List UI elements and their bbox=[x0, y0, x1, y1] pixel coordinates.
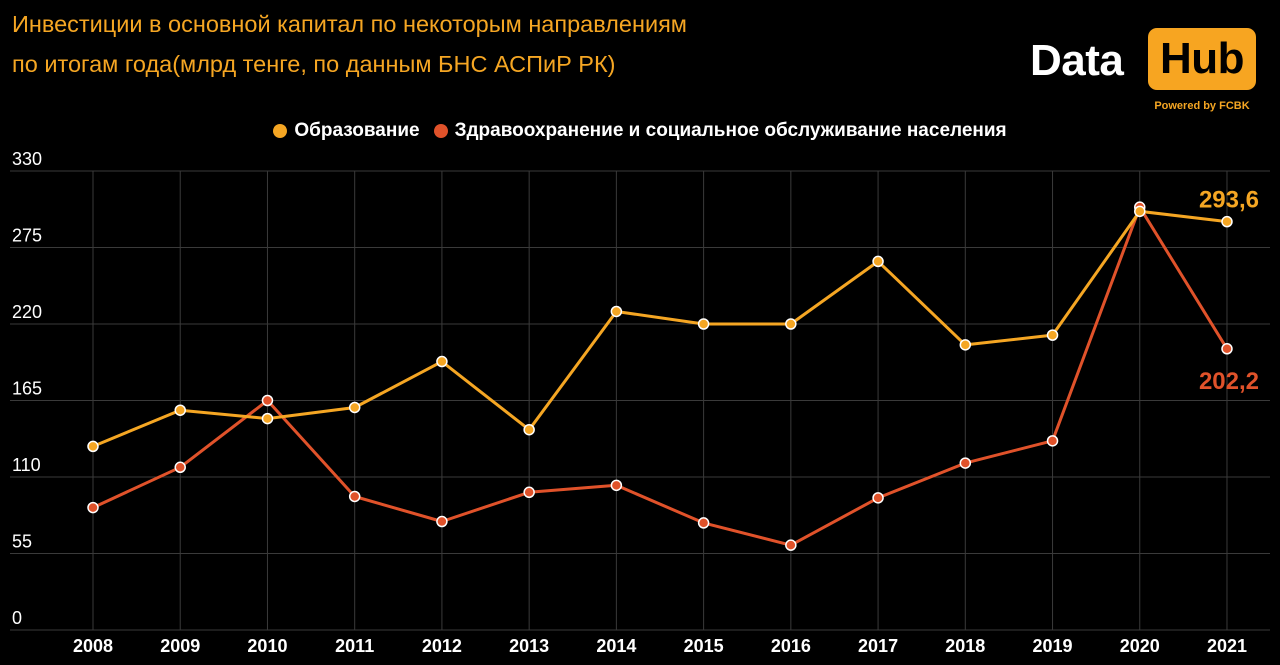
y-tick-label: 55 bbox=[12, 532, 32, 552]
legend-dot-education bbox=[273, 124, 288, 138]
point-health bbox=[87, 501, 99, 514]
legend-item-education: Образование bbox=[273, 120, 420, 142]
point-health bbox=[261, 394, 274, 407]
point-health bbox=[610, 479, 623, 492]
x-tick-label: 2020 bbox=[1120, 636, 1160, 656]
point-education bbox=[174, 404, 186, 416]
legend-label-health: Здравоохранение и социальное обслуживани… bbox=[454, 120, 1007, 141]
chart-title-line2: по итогам года(млрд тенге, по данным БНС… bbox=[12, 51, 616, 77]
x-tick-label: 2012 bbox=[422, 636, 462, 656]
point-education bbox=[1221, 215, 1233, 228]
point-health bbox=[697, 517, 710, 529]
series-line-health bbox=[92, 205, 1229, 547]
point-education bbox=[610, 305, 623, 318]
x-tick-label: 2010 bbox=[247, 636, 287, 656]
point-health bbox=[959, 457, 972, 469]
point-education bbox=[1134, 205, 1146, 218]
x-tick-label: 2017 bbox=[858, 636, 898, 656]
point-education bbox=[348, 401, 361, 414]
x-tick-label: 2019 bbox=[1033, 636, 1073, 656]
x-tick-label: 2016 bbox=[771, 636, 811, 656]
point-health bbox=[1046, 435, 1059, 447]
y-tick-label: 330 bbox=[12, 149, 42, 169]
x-tick-label: 2011 bbox=[335, 636, 374, 656]
logo-word-hub: Hub bbox=[1148, 28, 1256, 90]
point-education bbox=[959, 339, 972, 351]
point-education bbox=[785, 318, 797, 330]
chart-legend: Образование Здравоохранение и социальное… bbox=[0, 120, 1280, 142]
point-education bbox=[1046, 329, 1059, 341]
point-education bbox=[697, 318, 710, 330]
x-tick-label: 2008 bbox=[73, 636, 113, 656]
data-label-health-2021: 202,2 bbox=[1199, 368, 1259, 395]
point-education bbox=[87, 440, 99, 453]
legend-item-health: Здравоохранение и социальное обслуживани… bbox=[433, 120, 1007, 142]
y-tick-label: 0 bbox=[12, 608, 22, 628]
logo-word-data: Data bbox=[1030, 36, 1124, 85]
point-health bbox=[1221, 343, 1233, 355]
x-tick-label: 2014 bbox=[596, 636, 636, 656]
x-tick-label: 2015 bbox=[684, 636, 724, 656]
y-tick-label: 275 bbox=[12, 226, 42, 246]
point-health bbox=[785, 539, 797, 551]
series-line-education bbox=[92, 209, 1228, 448]
point-education bbox=[523, 423, 535, 436]
logo-powered-by: Powered by FCBK bbox=[1154, 100, 1250, 112]
point-education bbox=[872, 255, 884, 268]
chart-title: Инвестиции в основной капитал по некотор… bbox=[12, 4, 912, 84]
data-label-education-2021: 293,6 bbox=[1199, 187, 1259, 214]
y-tick-label: 220 bbox=[12, 302, 42, 322]
x-tick-label: 2009 bbox=[160, 636, 200, 656]
point-health bbox=[174, 461, 186, 474]
x-tick-label: 2013 bbox=[509, 636, 549, 656]
point-education bbox=[436, 355, 448, 368]
point-health bbox=[872, 492, 884, 504]
y-tick-label: 165 bbox=[12, 379, 42, 399]
y-tick-label: 110 bbox=[12, 455, 41, 475]
legend-label-education: Образование bbox=[294, 120, 420, 141]
point-education bbox=[261, 412, 274, 425]
legend-dot-health bbox=[433, 124, 448, 138]
datahub-logo: Data Hub Powered by FCBK bbox=[1030, 28, 1260, 118]
chart-title-line1: Инвестиции в основной капитал по некотор… bbox=[12, 11, 687, 37]
point-health bbox=[348, 490, 361, 503]
x-tick-label: 2021 bbox=[1207, 636, 1247, 656]
point-health bbox=[436, 515, 448, 528]
x-tick-label: 2018 bbox=[945, 636, 985, 656]
point-health bbox=[523, 486, 535, 499]
